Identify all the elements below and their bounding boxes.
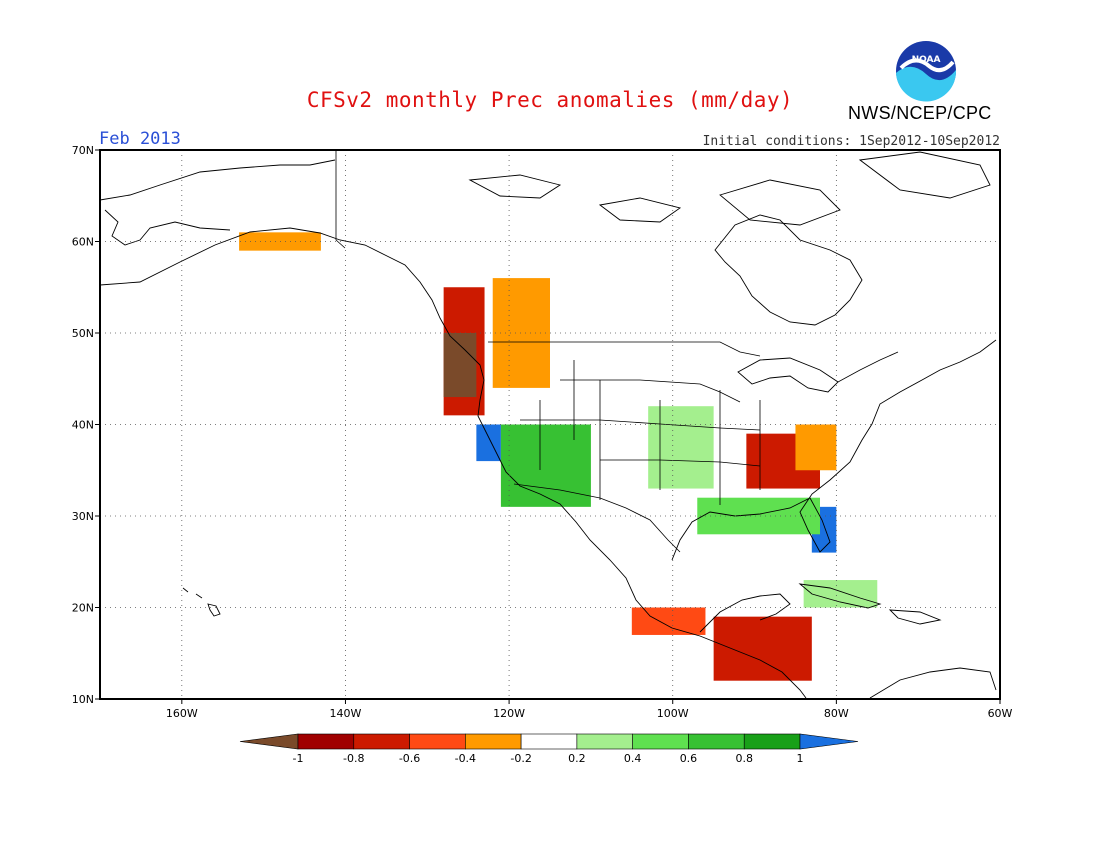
- lon-tick-label: 100W: [657, 707, 689, 720]
- map-title: CFSv2 monthly Prec anomalies (mm/day): [306, 88, 794, 112]
- colorbar-label: 0.2: [568, 752, 586, 765]
- colorbar-label: -0.4: [455, 752, 476, 765]
- lat-tick-label: 70N: [72, 144, 94, 157]
- axis-ticks-layer: 160W 140W 120W 100W 80W 60W 70N 60N 50N 40N 30N 20N…: [72, 144, 1013, 720]
- initial-conditions-label: Initial conditions: 1Sep2012-10Sep2012: [702, 134, 1000, 149]
- lat-tick-label: 20N: [72, 602, 94, 615]
- graticule-layer: [100, 150, 1000, 699]
- anomaly-region-13: [803, 580, 878, 608]
- lat-tick-label: 30N: [72, 510, 94, 523]
- colorbar-swatch: [465, 733, 522, 750]
- lat-tick-label: 40N: [72, 419, 94, 432]
- lon-tick-label: 60W: [988, 707, 1013, 720]
- colorbar-swatch: [297, 733, 355, 750]
- anomaly-region-3: [476, 424, 501, 462]
- colorbar-label: 1: [797, 752, 804, 765]
- noaa-logo: NOAA: [896, 41, 957, 102]
- lon-tick-label: 80W: [824, 707, 849, 720]
- colorbar-upper-arrow: [799, 733, 859, 750]
- colorbar-label: 0.4: [624, 752, 642, 765]
- colorbar-swatch: [688, 733, 745, 750]
- anomaly-region-4: [500, 424, 591, 507]
- colorbar-swatch: [353, 733, 410, 750]
- colorbar-label: 0.8: [735, 752, 753, 765]
- coastline-layer: [99, 151, 997, 699]
- colorbar-swatch: [576, 733, 633, 750]
- colorbar: -1 -0.8 -0.6 -0.4 -0.2 0.2 0.4 0.6 0.8 1: [239, 733, 859, 765]
- colorbar-swatch: [409, 733, 466, 750]
- valid-month-label: Feb 2013: [99, 129, 181, 149]
- anomaly-region-10: [631, 607, 706, 635]
- lon-tick-label: 140W: [330, 707, 362, 720]
- anomaly-region-5: [648, 406, 714, 489]
- colorbar-label: -0.6: [399, 752, 420, 765]
- anomaly-region-1: [492, 278, 550, 388]
- colorbar-swatch: [743, 733, 801, 750]
- colorbar-label: -0.8: [343, 752, 364, 765]
- colorbar-swatch: [632, 733, 689, 750]
- anomaly-fill-layer: [239, 232, 878, 681]
- lon-tick-label: 120W: [493, 707, 525, 720]
- colorbar-lower-arrow: [239, 733, 299, 750]
- anomaly-region-7: [795, 424, 837, 471]
- lat-tick-label: 10N: [72, 693, 94, 706]
- lat-tick-label: 50N: [72, 327, 94, 340]
- agency-label: NWS/NCEP/CPC: [848, 103, 992, 123]
- colorbar-swatch: [520, 733, 578, 750]
- lat-tick-label: 60N: [72, 236, 94, 249]
- logo-text: NOAA: [912, 55, 941, 65]
- political-boundaries-layer: [335, 150, 899, 553]
- colorbar-label: 0.6: [680, 752, 698, 765]
- anomaly-region-9: [697, 497, 820, 535]
- colorbar-label: -1: [293, 752, 304, 765]
- colorbar-label: -0.2: [510, 752, 531, 765]
- anomaly-region-2: [443, 333, 477, 398]
- lon-tick-label: 160W: [166, 707, 198, 720]
- anomaly-region-11: [713, 616, 812, 681]
